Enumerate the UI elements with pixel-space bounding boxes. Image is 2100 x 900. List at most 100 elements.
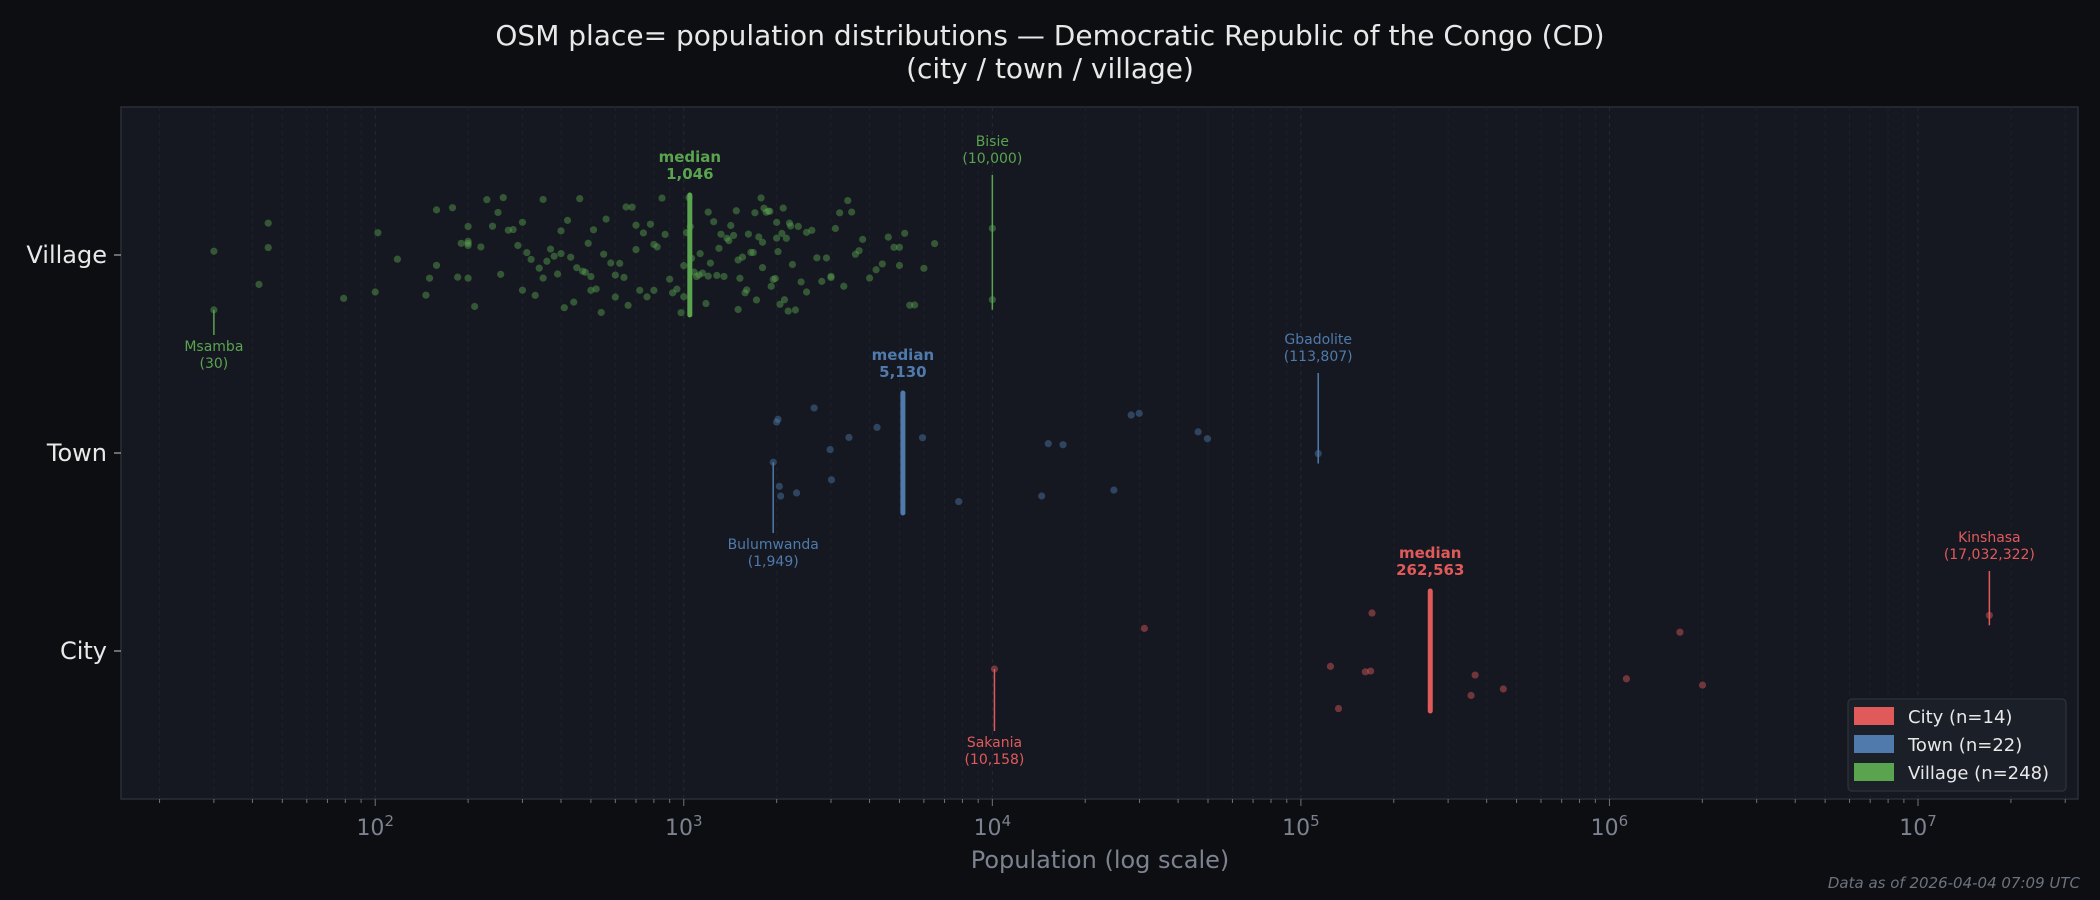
data-point bbox=[477, 243, 485, 251]
data-point bbox=[677, 309, 685, 317]
annotation-name: Bulumwanda bbox=[728, 537, 819, 553]
data-point bbox=[755, 233, 763, 241]
data-point bbox=[624, 301, 632, 309]
data-point bbox=[780, 296, 789, 304]
annotation-name: Bisie bbox=[976, 134, 1009, 150]
data-point bbox=[791, 306, 799, 314]
data-point bbox=[518, 286, 527, 294]
data-point bbox=[497, 270, 505, 278]
data-point bbox=[771, 274, 779, 283]
legend-swatch-town bbox=[1854, 735, 1894, 753]
data-point bbox=[680, 262, 688, 270]
data-point bbox=[531, 291, 539, 299]
x-axis-label: Population (log scale) bbox=[971, 846, 1230, 874]
x-tick-label: 105 bbox=[1282, 812, 1320, 841]
data-point bbox=[1676, 628, 1684, 636]
data-point bbox=[955, 497, 963, 506]
data-point bbox=[845, 433, 853, 442]
data-point bbox=[696, 250, 704, 258]
data-point bbox=[499, 194, 507, 202]
x-tick-label: 104 bbox=[974, 812, 1012, 841]
data-point bbox=[802, 288, 811, 296]
data-point bbox=[758, 264, 767, 272]
data-point bbox=[563, 216, 572, 224]
data-point bbox=[550, 252, 558, 260]
data-point bbox=[704, 272, 712, 280]
data-point bbox=[702, 299, 710, 308]
data-point bbox=[840, 282, 848, 290]
data-point bbox=[650, 240, 658, 249]
x-tick-label: 107 bbox=[1899, 812, 1937, 841]
data-point bbox=[518, 218, 527, 226]
data-point bbox=[792, 489, 801, 497]
data-point bbox=[906, 301, 914, 309]
data-point bbox=[855, 247, 863, 255]
data-point bbox=[725, 237, 733, 245]
data-point bbox=[911, 301, 919, 309]
annotation-value: (10,158) bbox=[964, 752, 1024, 768]
data-point bbox=[264, 243, 272, 252]
data-point bbox=[895, 243, 904, 251]
data-point bbox=[494, 208, 502, 217]
data-point bbox=[1326, 662, 1335, 670]
data-point bbox=[710, 218, 718, 226]
data-point bbox=[1361, 668, 1369, 676]
data-point bbox=[639, 229, 648, 237]
data-point bbox=[576, 195, 584, 203]
data-point bbox=[749, 248, 757, 257]
data-point bbox=[808, 226, 816, 234]
data-point bbox=[788, 260, 797, 269]
data-point bbox=[775, 482, 783, 490]
data-point bbox=[698, 269, 707, 277]
y-tick-label-city: City bbox=[60, 637, 107, 665]
median-value: 1,046 bbox=[666, 165, 713, 183]
data-point bbox=[570, 298, 578, 306]
data-point bbox=[818, 277, 826, 285]
data-point bbox=[509, 225, 517, 234]
data-point bbox=[777, 492, 785, 500]
data-point bbox=[1203, 435, 1212, 443]
data-point bbox=[918, 434, 927, 442]
data-point bbox=[643, 293, 651, 301]
data-point bbox=[488, 222, 497, 230]
data-point bbox=[827, 476, 836, 484]
data-point bbox=[1367, 667, 1375, 675]
data-point bbox=[752, 296, 761, 304]
data-point bbox=[1471, 671, 1479, 679]
data-point bbox=[587, 272, 595, 281]
legend-label-city: City (n=14) bbox=[1908, 707, 2012, 728]
data-point bbox=[666, 275, 674, 283]
data-point bbox=[602, 215, 610, 223]
data-point bbox=[573, 264, 581, 272]
data-point bbox=[802, 228, 811, 236]
data-point bbox=[782, 234, 790, 242]
data-point bbox=[422, 291, 430, 299]
data-point bbox=[371, 288, 379, 296]
data-point bbox=[393, 255, 402, 263]
data-point bbox=[620, 273, 628, 281]
data-point bbox=[727, 221, 735, 230]
data-point bbox=[778, 229, 786, 237]
data-point bbox=[579, 267, 587, 275]
data-point bbox=[826, 445, 834, 454]
data-point bbox=[741, 289, 749, 297]
data-point bbox=[464, 222, 472, 231]
data-point bbox=[539, 195, 547, 204]
annotation-value: (113,807) bbox=[1284, 349, 1353, 365]
data-point bbox=[865, 274, 874, 282]
data-point bbox=[557, 227, 565, 235]
data-point bbox=[895, 261, 904, 270]
median-value: 5,130 bbox=[879, 363, 926, 381]
data-point bbox=[592, 285, 600, 293]
data-point bbox=[374, 229, 382, 237]
data-point bbox=[1194, 428, 1202, 436]
data-point bbox=[784, 307, 792, 315]
data-point bbox=[767, 282, 775, 290]
data-point bbox=[785, 219, 794, 227]
data-point bbox=[514, 241, 522, 250]
data-point bbox=[1499, 685, 1507, 693]
data-point bbox=[611, 293, 619, 301]
data-point bbox=[859, 235, 867, 243]
